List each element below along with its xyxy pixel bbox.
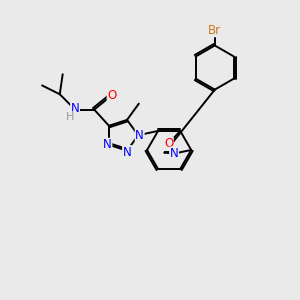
Text: O: O	[164, 137, 173, 151]
Text: O: O	[107, 88, 116, 102]
Text: N: N	[170, 147, 178, 160]
Text: N: N	[123, 146, 131, 159]
Text: Br: Br	[208, 24, 221, 37]
Text: N: N	[103, 138, 112, 151]
Text: H: H	[66, 112, 74, 122]
Text: N: N	[71, 102, 80, 115]
Text: N: N	[135, 129, 144, 142]
